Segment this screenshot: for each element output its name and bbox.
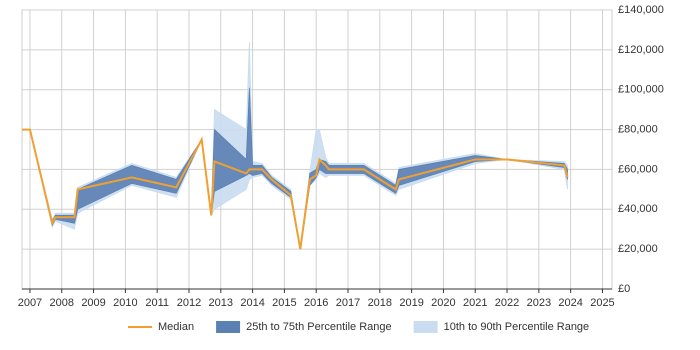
median-line [22, 128, 569, 250]
legend-label: 10th to 90th Percentile Range [444, 321, 590, 333]
x-tick-label: 2015 [272, 297, 296, 309]
x-tick-label: 2021 [463, 297, 487, 309]
y-tick-label: £20,000 [618, 243, 658, 255]
x-tick-label: 2024 [558, 297, 582, 309]
x-tick-label: 2007 [18, 297, 42, 309]
x-tick-label: 2013 [209, 297, 233, 309]
legend-swatch [216, 321, 241, 333]
legend-label: 25th to 75th Percentile Range [246, 321, 392, 333]
x-tick-label: 2018 [368, 297, 392, 309]
x-tick-label: 2016 [304, 297, 328, 309]
x-tick-label: 2019 [399, 297, 423, 309]
y-tick-label: £0 [618, 283, 630, 295]
legend-swatch [413, 321, 438, 333]
x-tick-label: 2008 [50, 297, 74, 309]
y-tick-label: £100,000 [618, 84, 664, 96]
x-tick-label: 2012 [177, 297, 201, 309]
y-tick-label: £80,000 [618, 123, 658, 135]
x-tick-label: 2011 [145, 297, 169, 309]
y-tick-label: £60,000 [618, 163, 658, 175]
x-tick-label: 2025 [590, 297, 614, 309]
x-tick-label: 2010 [113, 297, 137, 309]
x-tick-label: 2009 [81, 297, 105, 309]
x-tick-label: 2023 [527, 297, 551, 309]
y-tick-label: £140,000 [618, 4, 664, 16]
x-tick-label: 2017 [336, 297, 360, 309]
x-tick-label: 2020 [431, 297, 455, 309]
y-tick-label: £40,000 [618, 203, 658, 215]
y-tick-label: £120,000 [618, 44, 664, 56]
x-tick-label: 2022 [495, 297, 519, 309]
x-tick-label: 2014 [240, 297, 264, 309]
legend-label: Median [158, 321, 194, 333]
